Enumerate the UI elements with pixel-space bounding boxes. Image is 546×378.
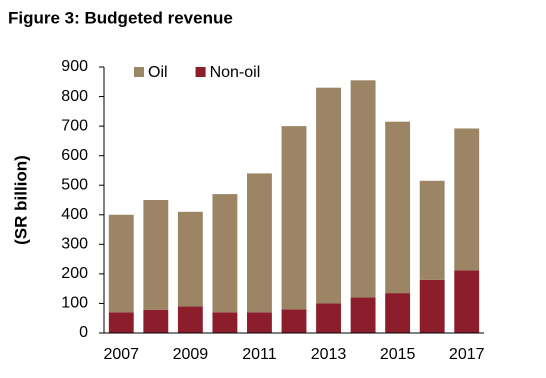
y-tick-label: 600 bbox=[61, 147, 88, 164]
y-tick-label: 100 bbox=[61, 295, 88, 312]
legend-swatch bbox=[134, 67, 144, 77]
x-tick-label: 2017 bbox=[449, 346, 485, 363]
x-tick-label: 2009 bbox=[173, 346, 209, 363]
y-axis-label: (SR billion) bbox=[11, 155, 30, 245]
bar-segment bbox=[108, 214, 134, 313]
x-tick-label: 2007 bbox=[103, 346, 139, 363]
chart-title: Figure 3: Budgeted revenue bbox=[8, 8, 233, 27]
bar-segment bbox=[385, 121, 411, 294]
bar-segment bbox=[316, 303, 341, 333]
bar-segment bbox=[419, 279, 445, 333]
bar-segment bbox=[247, 173, 272, 313]
x-tick-label: 2011 bbox=[242, 346, 277, 363]
bar-segment bbox=[281, 309, 307, 333]
y-tick-label: 300 bbox=[61, 236, 88, 253]
x-tick-label: 2015 bbox=[380, 346, 416, 363]
bar-segment bbox=[143, 309, 169, 333]
y-tick-label: 200 bbox=[61, 265, 88, 282]
y-tick-label: 800 bbox=[61, 88, 88, 105]
y-tick-label: 500 bbox=[61, 176, 88, 193]
bar-segment bbox=[247, 312, 272, 333]
bar-segment bbox=[212, 312, 238, 333]
bar-segment bbox=[419, 180, 445, 280]
bar-segment bbox=[281, 126, 307, 310]
x-tick-label: 2013 bbox=[311, 346, 347, 363]
bar-segment bbox=[212, 194, 238, 313]
bar-segment bbox=[177, 306, 203, 333]
y-tick-label: 700 bbox=[61, 117, 88, 134]
bar-segment bbox=[350, 297, 376, 333]
bar-segment bbox=[316, 87, 341, 304]
bar-segment bbox=[350, 80, 376, 298]
legend-label: Oil bbox=[148, 64, 168, 81]
bar-segment bbox=[108, 312, 134, 333]
bar-segment bbox=[143, 200, 169, 310]
y-tick-label: 900 bbox=[61, 58, 88, 75]
y-tick-label: 0 bbox=[79, 324, 88, 341]
bar-segment bbox=[177, 211, 203, 307]
bar-segment bbox=[454, 270, 480, 333]
legend-label: Non-oil bbox=[210, 64, 261, 81]
legend-swatch bbox=[195, 67, 206, 77]
bar-segment bbox=[385, 293, 411, 333]
bar-segment bbox=[454, 128, 480, 271]
y-tick-label: 400 bbox=[61, 206, 88, 223]
